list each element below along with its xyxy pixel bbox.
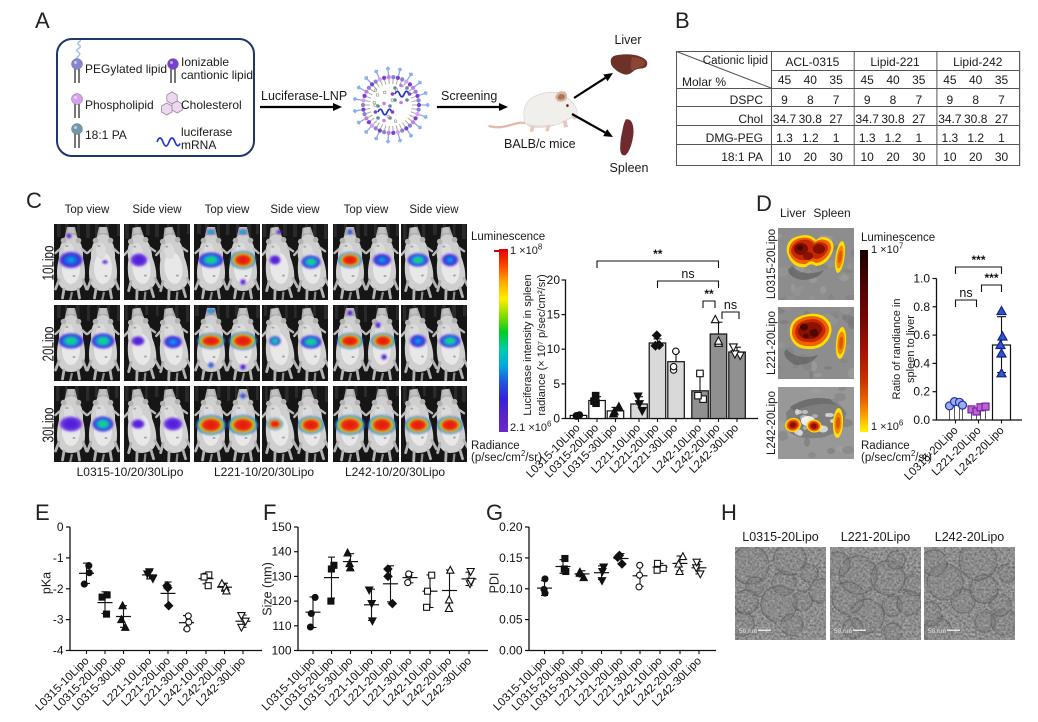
svg-text:-1: -1: [53, 551, 64, 565]
svg-text:**: **: [653, 247, 663, 261]
svg-text:10: 10: [547, 342, 561, 356]
svg-text:0.05: 0.05: [499, 613, 523, 627]
svg-text:ns: ns: [959, 286, 972, 300]
svg-text:Ratio of randiance in: Ratio of randiance in: [891, 299, 903, 400]
svg-text:150: 150: [271, 520, 291, 534]
svg-text:0.10: 0.10: [499, 582, 523, 596]
svg-text:***: ***: [971, 253, 985, 267]
svg-text:L242-20Lipo: L242-20Lipo: [766, 391, 778, 455]
svg-text:30Lipo: 30Lipo: [40, 408, 57, 443]
svg-text:1.0: 1.0: [913, 272, 930, 286]
svg-text:L221-20Lipo: L221-20Lipo: [766, 311, 778, 375]
svg-text:5: 5: [553, 377, 560, 391]
svg-text:130: 130: [271, 569, 291, 583]
svg-text:100: 100: [271, 644, 291, 658]
svg-text:PDI: PDI: [487, 573, 501, 594]
svg-text:0.4: 0.4: [913, 356, 930, 370]
svg-text:20: 20: [547, 273, 561, 287]
svg-text:***: ***: [984, 271, 998, 285]
svg-text:pKa: pKa: [39, 572, 53, 594]
svg-text:0: 0: [553, 412, 560, 426]
svg-text:50 nm: 50 nm: [834, 628, 852, 635]
svg-text:spleen to liver: spleen to liver: [905, 315, 917, 383]
svg-text:140: 140: [271, 545, 291, 559]
svg-text:-2: -2: [53, 582, 64, 596]
svg-text:10Lipo: 10Lipo: [40, 246, 57, 281]
svg-text:0.0: 0.0: [913, 413, 930, 427]
svg-text:0: 0: [57, 520, 64, 534]
svg-text:Luciferase intensity in spleen: Luciferase intensity in spleen: [522, 274, 534, 415]
svg-text:15: 15: [547, 308, 561, 322]
svg-text:0.20: 0.20: [499, 520, 523, 534]
svg-text:-3: -3: [53, 613, 64, 627]
svg-text:50 nm: 50 nm: [928, 628, 946, 635]
svg-text:radiance (× 10⁷ p/sec/cm²/sr): radiance (× 10⁷ p/sec/cm²/sr): [536, 274, 548, 415]
svg-text:**: **: [704, 287, 714, 301]
svg-text:0.00: 0.00: [499, 644, 523, 658]
svg-text:20Lipo: 20Lipo: [40, 327, 57, 362]
svg-text:Size (nm): Size (nm): [260, 562, 274, 615]
svg-text:0.2: 0.2: [913, 385, 930, 399]
svg-text:0.15: 0.15: [499, 551, 523, 565]
svg-text:ns: ns: [681, 267, 694, 281]
svg-text:-4: -4: [53, 644, 64, 658]
svg-text:0.8: 0.8: [913, 300, 930, 314]
svg-text:0.6: 0.6: [913, 328, 930, 342]
svg-text:120: 120: [271, 594, 291, 608]
svg-text:110: 110: [272, 619, 291, 633]
svg-text:50 nm: 50 nm: [739, 628, 757, 635]
svg-text:L0315-20Lipo: L0315-20Lipo: [766, 229, 778, 299]
svg-text:ns: ns: [724, 298, 737, 312]
